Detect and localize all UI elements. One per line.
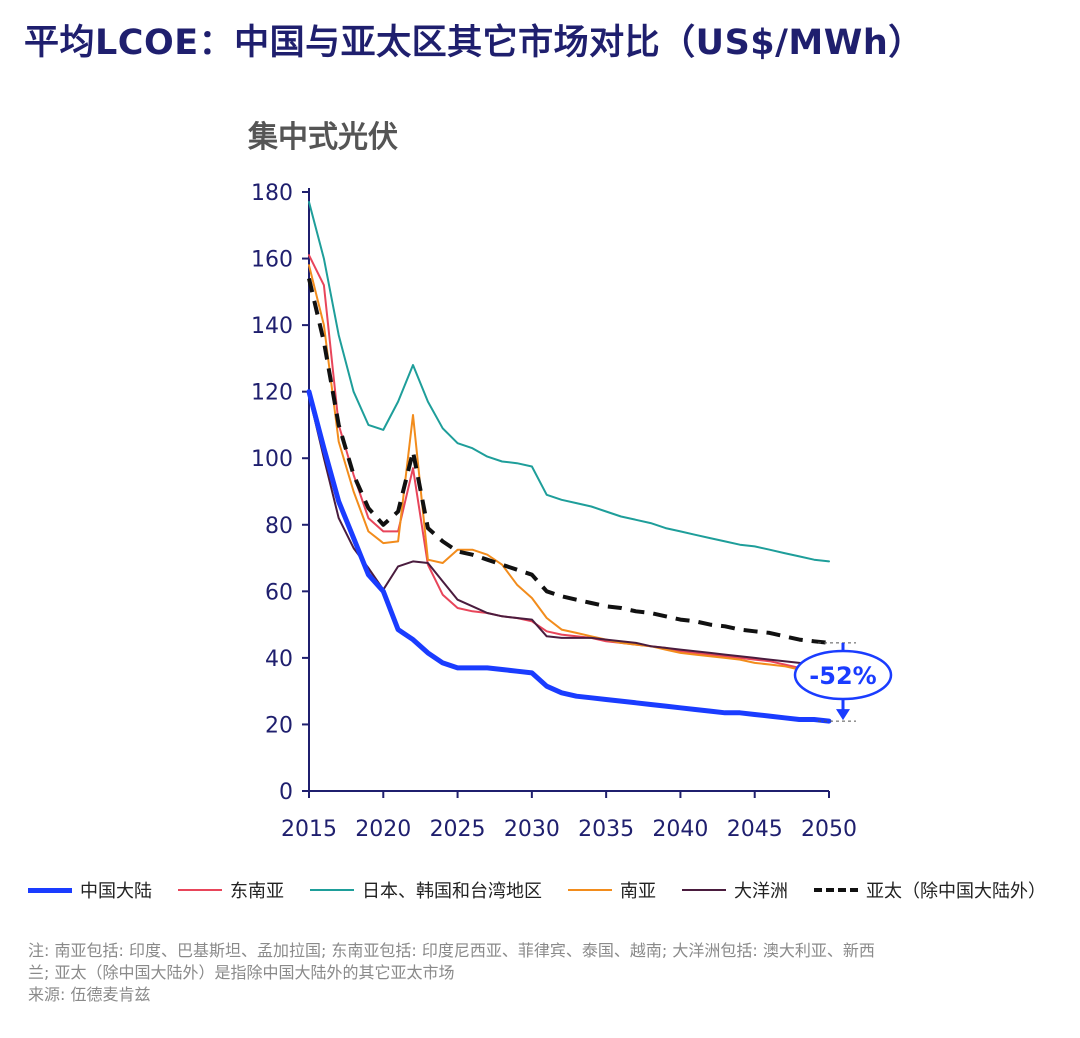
series-line [308, 254, 816, 669]
series-line [306, 389, 832, 724]
annotation-label: -52% [809, 662, 876, 690]
y-tick-label: 0 [279, 780, 293, 805]
series-line [308, 201, 830, 563]
legend-label: 日本、韩国和台湾地区 [362, 881, 542, 902]
y-tick-label: 160 [251, 248, 293, 273]
y-tick-label: 120 [251, 381, 293, 406]
y-tick-label: 60 [265, 580, 293, 605]
series-line [307, 278, 830, 645]
series-line [308, 264, 816, 673]
footnotes: 注: 南亚包括: 印度、巴基斯坦、孟加拉国; 东南亚包括: 印度尼西亚、菲律宾、… [28, 940, 1068, 1006]
annotation-bubble [793, 649, 893, 701]
y-tick-label: 180 [251, 181, 293, 206]
y-tick-label: 80 [265, 514, 293, 539]
legend-label: 大洋洲 [734, 881, 788, 902]
y-tick-label: 100 [251, 447, 293, 472]
legend-item: 中国大陆 [28, 877, 152, 903]
legend-swatch [310, 889, 354, 891]
legend-label: 南亚 [620, 881, 656, 902]
x-tick-label: 2025 [430, 817, 486, 842]
x-tick-label: 2050 [801, 817, 857, 842]
legend-swatch [814, 888, 858, 892]
y-tick-label: 20 [265, 713, 293, 738]
legend-label: 亚太（除中国大陆外） [866, 881, 1046, 902]
x-tick-label: 2030 [504, 817, 560, 842]
annotation-arrow-head [836, 709, 850, 721]
chart-title: 平均LCOE：中国与亚太区其它市场对比（US$/MWh） [24, 23, 924, 63]
x-tick-label: 2015 [281, 817, 337, 842]
x-tick-label: 2045 [727, 817, 783, 842]
series-line [308, 394, 816, 666]
legend-label: 中国大陆 [80, 881, 152, 902]
footnote-line: 兰; 亚太（除中国大陆外）是指除中国大陆外的其它亚太市场 [28, 963, 455, 982]
source-line: 来源: 伍德麦肯兹 [28, 985, 151, 1004]
x-tick-label: 2035 [578, 817, 634, 842]
legend-swatch [28, 887, 72, 893]
y-tick-label: 40 [265, 647, 293, 672]
legend-item: 亚太（除中国大陆外） [814, 877, 1046, 903]
legend-swatch [682, 889, 726, 891]
y-tick-label: 140 [251, 314, 293, 339]
legend-swatch [568, 889, 612, 891]
x-tick-label: 2020 [355, 817, 411, 842]
footnote-line: 注: 南亚包括: 印度、巴基斯坦、孟加拉国; 东南亚包括: 印度尼西亚、菲律宾、… [28, 941, 875, 960]
legend-item: 南亚 [568, 877, 656, 903]
x-tick-label: 2040 [652, 817, 708, 842]
chart-subtitle: 集中式光伏 [248, 120, 398, 155]
legend-item: 日本、韩国和台湾地区 [310, 877, 542, 903]
legend-swatch [178, 889, 222, 891]
chart-legend: 中国大陆 东南亚 日本、韩国和台湾地区 南亚 大洋洲 亚太（除中国大陆外） [28, 874, 1068, 906]
legend-item: 东南亚 [178, 877, 284, 903]
legend-label: 东南亚 [230, 881, 284, 902]
legend-item: 大洋洲 [682, 877, 788, 903]
